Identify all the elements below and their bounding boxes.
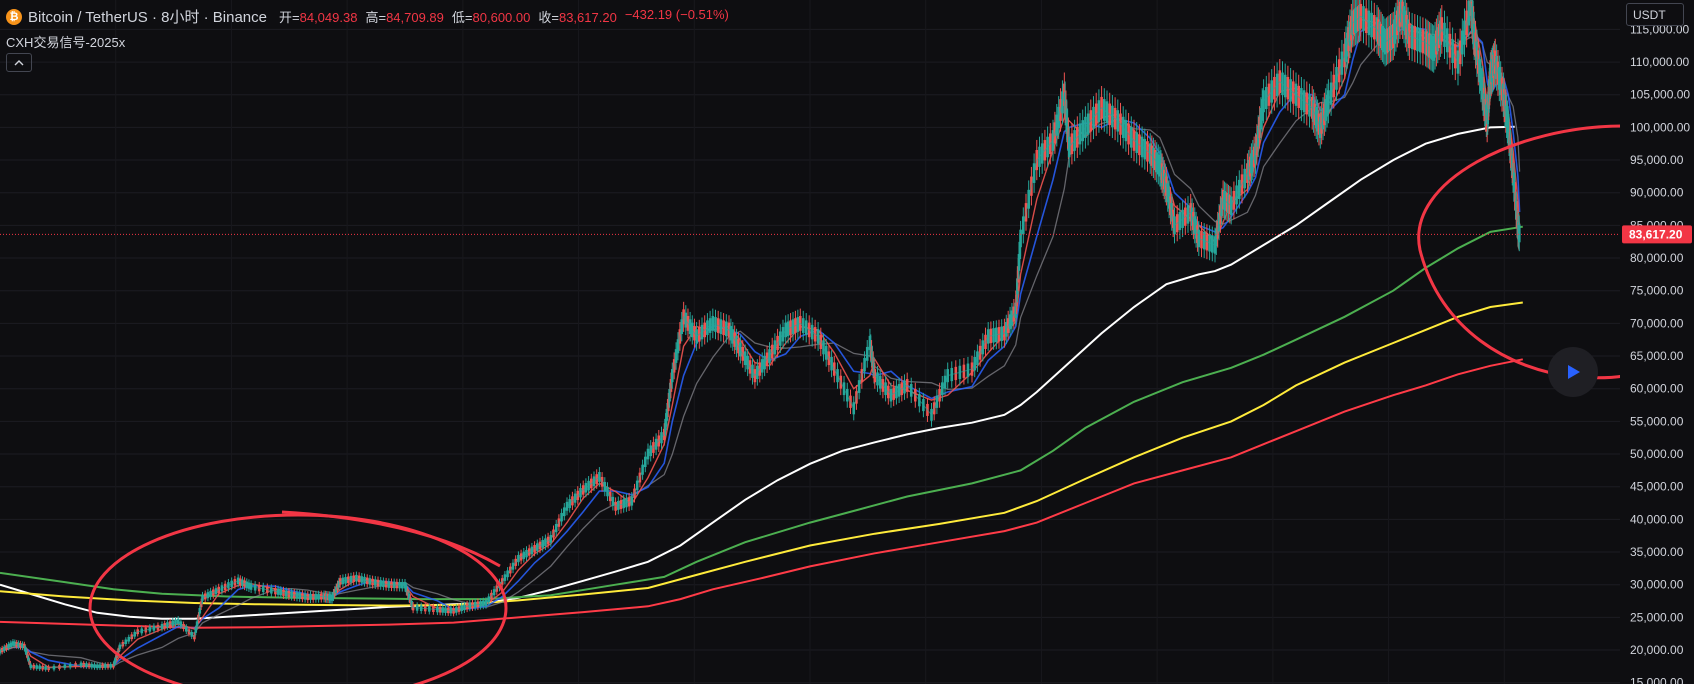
y-tick-label: 65,000.00 [1630,349,1684,363]
y-tick-label: 30,000.00 [1630,578,1684,592]
series-ma_white [0,125,1515,620]
close-label: 收 [538,10,552,25]
annotation-stroke-left [281,510,501,568]
high-value: 84,709.89 [386,10,444,25]
indicator-name[interactable]: CXH交易信号-2025x [6,35,126,50]
y-tick-label: 35,000.00 [1630,545,1684,559]
y-tick-label: 15,000.00 [1630,676,1684,684]
y-tick-label: 80,000.00 [1630,251,1684,265]
y-tick-label: 105,000.00 [1630,88,1690,102]
last-price-label: 83,617.20 [1629,227,1683,241]
y-tick-label: 75,000.00 [1630,284,1684,298]
y-tick-label: 45,000.00 [1630,480,1684,494]
low-value: 80,600.00 [472,10,531,25]
y-tick-label: 90,000.00 [1630,186,1684,200]
y-tick-label: 20,000.00 [1630,643,1684,657]
y-tick-label: 110,000.00 [1630,55,1689,69]
price-axis [1620,0,1694,684]
ohlc-values: 开=84,049.38 高=84,709.89 低=80,600.00 收=83… [279,7,729,25]
low-label: 低 [451,10,465,25]
y-tick-label: 70,000.00 [1630,316,1684,330]
y-tick-label: 40,000.00 [1630,512,1684,526]
high-label: 高 [365,10,379,25]
play-icon[interactable] [1548,347,1598,397]
currency-button[interactable]: USDT [1626,3,1684,26]
series-signal-line [0,18,1521,669]
open-value: 84,049.38 [299,10,358,25]
bitcoin-icon: ₿ [6,8,22,25]
symbol-title[interactable]: Bitcoin / TetherUS · 8小时 · Binance [28,9,267,26]
chevron-up-icon[interactable] [6,53,32,72]
last-price-tag [1622,225,1692,244]
y-tick-label: 60,000.00 [1630,382,1684,396]
y-tick-label: 50,000.00 [1630,447,1684,461]
y-tick-label: 55,000.00 [1630,414,1684,428]
series-price [0,3,1521,669]
open-label: 开 [279,10,293,25]
y-tick-label: 25,000.00 [1630,610,1684,624]
series-ma_yellow [0,301,1523,607]
series-ma_red [0,358,1523,629]
series-slow-ema [0,26,1521,667]
series-ma_green [0,225,1523,601]
y-tick-label: 95,000.00 [1630,153,1684,167]
annotation-circle-left [88,513,508,684]
y-tick-label: 100,000.00 [1630,120,1690,134]
change-value: −432.19 (−0.51%) [624,7,729,22]
close-value: 83,617.20 [558,10,617,25]
annotation-circle-right [1417,124,1625,380]
symbol-legend: ₿ Bitcoin / TetherUS · 8小时 · Binance 开=8… [6,6,729,27]
